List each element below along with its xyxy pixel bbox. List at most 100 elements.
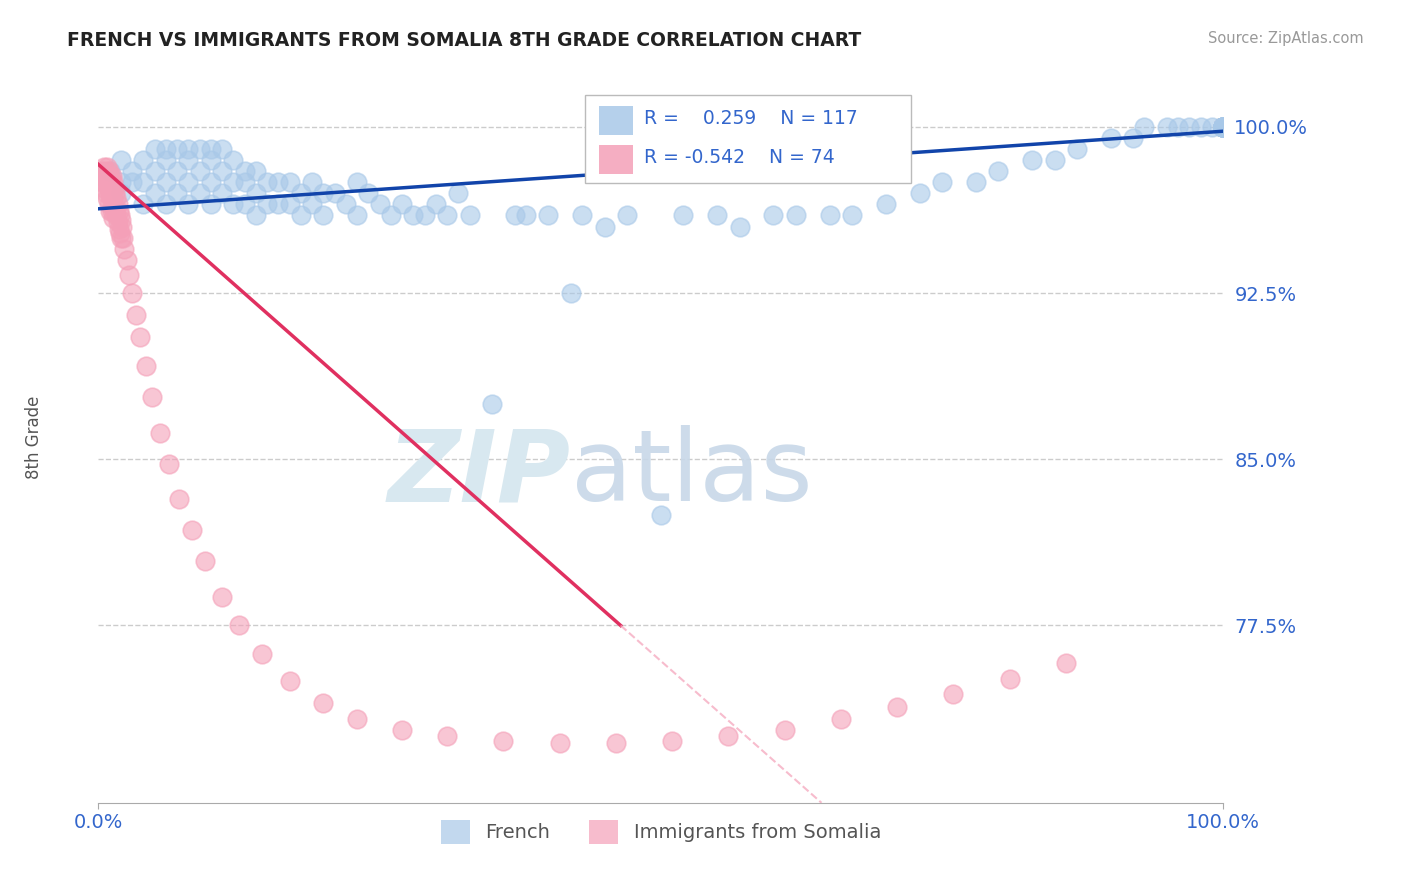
Point [177,175,200,189]
Point [1212,120,1234,134]
Point [101,204,124,219]
Point [233,164,256,178]
Point [228,618,250,632]
Point [312,186,335,201]
Point [256,197,278,211]
Point [101,186,124,201]
Point [672,209,695,223]
Point [605,736,627,750]
Point [436,209,458,223]
Text: R =    0.259    N = 117: R = 0.259 N = 117 [644,110,858,128]
Point [391,723,413,737]
Point [312,209,335,223]
Point [402,209,425,223]
Point [112,242,135,256]
Point [149,425,172,440]
Point [108,226,131,240]
Point [166,142,188,156]
Point [481,397,503,411]
Point [90,164,112,178]
Point [100,191,122,205]
Text: Source: ZipAtlas.com: Source: ZipAtlas.com [1208,31,1364,46]
Point [931,175,953,189]
Point [346,712,368,726]
Point [1201,120,1223,134]
Point [155,142,177,156]
Point [1043,153,1066,167]
Point [105,209,128,223]
Point [1099,131,1122,145]
Point [987,164,1010,178]
Point [177,197,200,211]
Point [278,175,301,189]
Point [1212,120,1234,134]
Point [222,197,245,211]
Point [368,197,391,211]
FancyBboxPatch shape [585,95,911,183]
Point [1178,120,1201,134]
Point [278,197,301,211]
Point [188,164,211,178]
Point [965,175,987,189]
Point [942,687,965,701]
Point [93,160,115,174]
Point [143,186,166,201]
Point [1066,142,1088,156]
Point [100,173,122,187]
Point [132,175,155,189]
Point [650,508,672,522]
Point [278,673,301,688]
Point [1212,120,1234,134]
Point [1212,120,1234,134]
Point [1212,120,1234,134]
Point [96,160,118,174]
Point [121,175,143,189]
Point [323,186,346,201]
Point [166,186,188,201]
Point [717,729,740,743]
Point [1167,120,1189,134]
Point [211,186,233,201]
Point [107,197,129,211]
Point [132,153,155,167]
Point [245,186,267,201]
Point [110,153,132,167]
Point [515,209,537,223]
Point [194,554,217,568]
Point [267,197,290,211]
Point [818,209,841,223]
Point [762,209,785,223]
Point [104,204,127,219]
Point [121,285,143,300]
Point [97,164,120,178]
Point [728,219,751,234]
Point [841,209,863,223]
Point [98,164,121,178]
Point [908,186,931,201]
Point [492,733,515,747]
Point [143,164,166,178]
Point [998,672,1021,686]
Point [211,590,233,604]
Point [93,175,115,189]
Point [1212,120,1234,134]
Point [107,215,129,229]
Point [391,197,413,211]
Point [571,209,593,223]
Point [1156,120,1178,134]
Point [110,230,132,244]
Point [1212,120,1234,134]
Point [1212,120,1234,134]
Point [548,736,571,750]
Point [1122,131,1144,145]
Point [357,186,380,201]
Point [593,219,616,234]
Text: ZIP: ZIP [388,425,571,522]
Point [875,197,897,211]
Point [177,142,200,156]
Point [1212,120,1234,134]
Point [129,330,152,344]
Point [97,179,120,194]
Point [121,164,143,178]
Point [1054,656,1077,670]
